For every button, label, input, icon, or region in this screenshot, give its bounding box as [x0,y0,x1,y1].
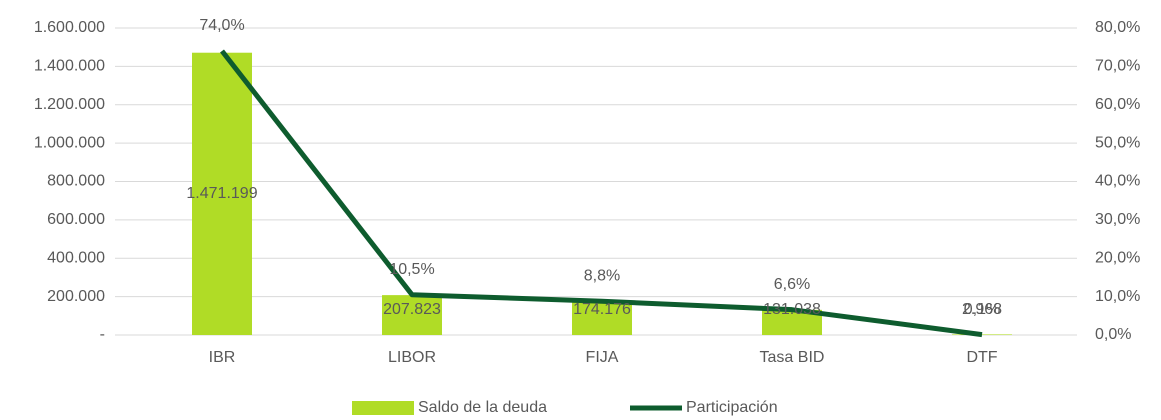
y-tick-label: 200.000 [47,288,105,305]
y2-tick-label: 70,0% [1095,58,1140,75]
data-label: 2.968 [962,301,1002,318]
y2-tick-label: 0,0% [1095,326,1131,343]
y-tick-label: 400.000 [47,249,105,266]
y-tick-label: 1.200.000 [34,96,105,113]
bar [572,301,632,335]
y2-tick-label: 60,0% [1095,96,1140,113]
data-label: 131.038 [763,301,821,318]
data-label: 207.823 [383,301,441,318]
y-tick-label: 800.000 [47,173,105,190]
legend-label: Saldo de la deuda [418,399,547,416]
x-tick-label: LIBOR [388,349,436,366]
legend-label: Participación [686,399,778,416]
line [220,49,983,338]
x-tick-label: IBR [209,349,236,366]
data-label: 0,1% [964,301,1000,318]
bar [952,334,1012,335]
data-label: 6,6% [774,276,810,293]
data-label: 174.176 [573,301,631,318]
x-tick-label: DTF [966,349,997,366]
y-tick-label: 600.000 [47,211,105,228]
y2-tick-label: 80,0% [1095,19,1140,36]
x-tick-label: Tasa BID [760,349,825,366]
y2-tick-label: 20,0% [1095,249,1140,266]
data-label: 74,0% [199,17,244,34]
data-label: 8,8% [584,267,620,284]
data-label: 10,5% [389,261,434,278]
x-tick-label: FIJA [586,349,619,366]
bar [382,295,442,335]
y2-tick-label: 50,0% [1095,134,1140,151]
data-label: 1.471.199 [186,185,257,202]
y-tick-label: 1.000.000 [34,134,105,151]
legend-swatch [352,401,414,415]
y-tick-label: - [100,326,105,343]
y2-tick-label: 40,0% [1095,173,1140,190]
y2-tick-label: 30,0% [1095,211,1140,228]
y2-tick-label: 10,0% [1095,288,1140,305]
y-tick-label: 1.400.000 [34,58,105,75]
y-tick-label: 1.600.000 [34,19,105,36]
bar [192,52,252,336]
